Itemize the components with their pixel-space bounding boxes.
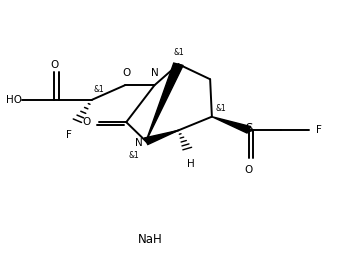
- Text: &1: &1: [94, 85, 105, 94]
- Polygon shape: [146, 63, 183, 141]
- Text: S: S: [245, 122, 252, 135]
- Text: &1: &1: [173, 48, 184, 57]
- Text: O: O: [122, 68, 131, 78]
- Text: N: N: [151, 68, 158, 78]
- Text: N: N: [135, 138, 142, 148]
- Text: F: F: [316, 125, 322, 135]
- Text: &1: &1: [128, 151, 139, 160]
- Text: H: H: [187, 159, 195, 169]
- Text: &1: &1: [215, 104, 226, 113]
- Polygon shape: [144, 130, 178, 145]
- Polygon shape: [212, 117, 251, 133]
- Text: F: F: [66, 130, 72, 140]
- Text: O: O: [50, 60, 58, 70]
- Text: O: O: [83, 117, 91, 127]
- Text: NaH: NaH: [138, 233, 163, 246]
- Text: O: O: [245, 165, 253, 175]
- Text: HO: HO: [6, 95, 22, 105]
